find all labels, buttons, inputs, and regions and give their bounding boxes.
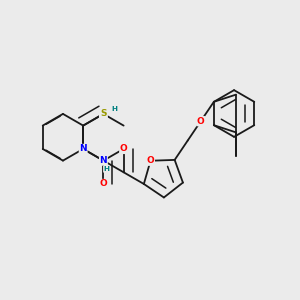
Text: S: S	[100, 110, 107, 118]
Text: O: O	[147, 156, 154, 165]
Text: N: N	[100, 110, 107, 118]
Text: H: H	[103, 166, 109, 172]
Text: O: O	[120, 144, 128, 153]
Text: O: O	[100, 179, 107, 188]
Text: N: N	[80, 144, 87, 153]
Text: O: O	[197, 117, 205, 126]
Text: N: N	[100, 156, 107, 165]
Text: H: H	[111, 106, 117, 112]
